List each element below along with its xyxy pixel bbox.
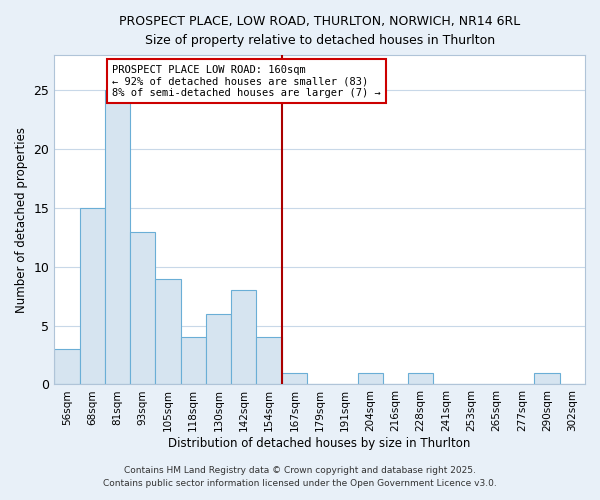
Bar	[358, 372, 383, 384]
Text: Contains HM Land Registry data © Crown copyright and database right 2025.
Contai: Contains HM Land Registry data © Crown c…	[103, 466, 497, 487]
X-axis label: Distribution of detached houses by size in Thurlton: Distribution of detached houses by size …	[169, 437, 471, 450]
Bar	[535, 372, 560, 384]
Bar	[181, 338, 206, 384]
Bar	[231, 290, 256, 384]
Bar	[80, 208, 105, 384]
Bar	[155, 278, 181, 384]
Bar	[130, 232, 155, 384]
Title: PROSPECT PLACE, LOW ROAD, THURLTON, NORWICH, NR14 6RL
Size of property relative : PROSPECT PLACE, LOW ROAD, THURLTON, NORW…	[119, 15, 520, 47]
Text: PROSPECT PLACE LOW ROAD: 160sqm
← 92% of detached houses are smaller (83)
8% of : PROSPECT PLACE LOW ROAD: 160sqm ← 92% of…	[112, 64, 381, 98]
Bar	[105, 90, 130, 385]
Bar	[54, 349, 80, 384]
Bar	[206, 314, 231, 384]
Bar	[256, 338, 282, 384]
Bar	[282, 372, 307, 384]
Y-axis label: Number of detached properties: Number of detached properties	[15, 127, 28, 313]
Bar	[408, 372, 433, 384]
